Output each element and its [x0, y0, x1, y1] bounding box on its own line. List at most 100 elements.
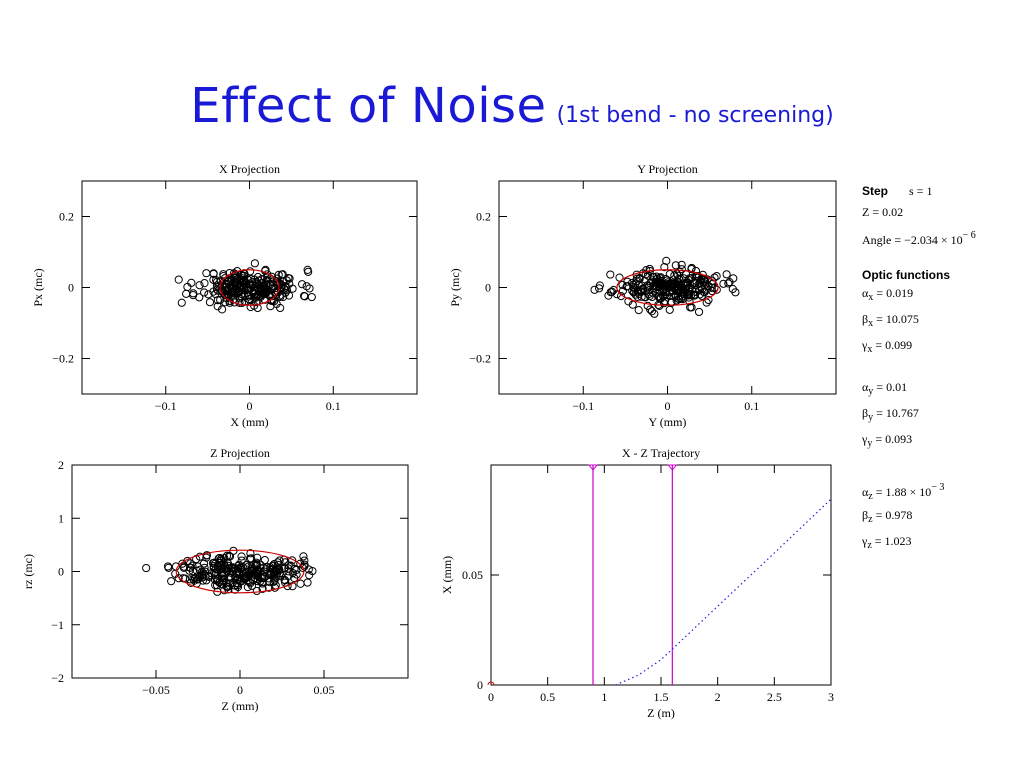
- yproj-point: [707, 283, 716, 293]
- yproj-point: [690, 290, 700, 299]
- yproj-point: [652, 272, 661, 281]
- xztraj-magnet-marker-head: [667, 464, 678, 471]
- yproj-point: [594, 284, 604, 293]
- xztraj-xtick-label: 1.5: [654, 690, 669, 704]
- yproj-point: [646, 305, 655, 314]
- zproj-point: [288, 582, 297, 591]
- zproj-point: [198, 576, 207, 585]
- yproj-point: [688, 273, 697, 282]
- zproj-point: [212, 581, 222, 590]
- xproj-point: [267, 272, 276, 281]
- xztraj-xtick-label: 2: [715, 690, 721, 704]
- yproj-point: [628, 300, 637, 309]
- beta-y-row: βy = 10.767: [862, 406, 919, 423]
- gamma-y-value: = 0.093: [875, 432, 913, 446]
- zproj-point: [258, 584, 267, 593]
- yproj-point: [645, 286, 654, 295]
- zproj-point: [264, 574, 273, 583]
- zproj-point: [260, 555, 269, 565]
- xproj-point: [250, 259, 259, 268]
- zproj-ytick-label: 2: [58, 458, 64, 472]
- xproj-point: [261, 265, 270, 274]
- xztraj-frame: [490, 464, 832, 686]
- xproj-rms-ellipse: [219, 269, 280, 306]
- zproj-point: [283, 581, 292, 591]
- zproj-ylabel: rz (mc): [21, 554, 35, 589]
- gamma-z-row: γz = 1.023: [862, 534, 912, 551]
- gamma-x-row: γx = 0.099: [862, 338, 913, 355]
- xztraj-magnet-marker-head: [587, 464, 599, 471]
- yproj-point: [687, 264, 696, 274]
- yproj-point: [671, 290, 681, 300]
- zproj-point: [267, 569, 276, 579]
- zproj-point: [217, 569, 227, 578]
- xproj-point: [263, 270, 272, 279]
- xproj-ytick-label: −0.2: [52, 352, 74, 366]
- zproj-point: [230, 565, 239, 574]
- yproj-point: [712, 285, 721, 294]
- xproj-xtick-label: −0.1: [155, 399, 177, 413]
- xproj-point: [250, 290, 259, 299]
- xproj-point: [253, 272, 263, 282]
- yproj-point: [645, 264, 654, 274]
- xproj-point: [200, 279, 209, 288]
- yproj-point: [674, 292, 683, 301]
- yproj-point: [634, 289, 644, 298]
- alpha-z-row: αz = 1.88 × 10− 3: [862, 482, 945, 502]
- xztraj-ylabel: X (mm): [440, 556, 454, 594]
- xztraj-origin-marker: [487, 681, 495, 686]
- yproj-point: [729, 274, 738, 283]
- alpha-x-value: = 0.019: [876, 286, 914, 300]
- xproj-title: X Projection: [219, 162, 280, 176]
- beta-y-value: = 10.767: [876, 406, 919, 420]
- xproj-point: [204, 290, 213, 299]
- yproj-point: [724, 279, 733, 288]
- zproj-xtick-label: 0.05: [314, 683, 335, 697]
- xproj-point: [200, 288, 209, 297]
- beta-x-value: = 10.075: [876, 312, 919, 326]
- yproj-point: [694, 307, 704, 317]
- xproj-point: [261, 285, 270, 294]
- yproj-point: [683, 278, 692, 287]
- zproj-point: [247, 581, 257, 590]
- zproj-point: [237, 552, 246, 561]
- xproj-point: [305, 284, 314, 293]
- xproj-point: [307, 292, 316, 302]
- zproj-point: [284, 564, 293, 573]
- zproj-xtick-label: −0.05: [142, 683, 170, 697]
- zproj-point: [180, 562, 189, 571]
- xproj-point: [219, 270, 228, 279]
- zproj-point: [142, 563, 151, 573]
- zproj-point: [185, 566, 194, 575]
- zproj-point: [258, 578, 267, 587]
- yproj-xtick-label: −0.1: [572, 399, 594, 413]
- yproj-ytick-label: −0.2: [469, 352, 491, 366]
- yproj-point: [618, 280, 627, 290]
- yproj-point: [590, 285, 599, 294]
- yproj-rms-ellipse: [616, 269, 719, 306]
- xztraj-ytick-label: 0: [477, 678, 483, 692]
- xproj-point: [189, 290, 198, 300]
- yproj-point: [695, 290, 705, 299]
- zproj-point: [163, 562, 173, 571]
- yproj-point: [655, 301, 664, 310]
- zproj-point: [190, 573, 200, 583]
- xproj-point: [302, 282, 311, 291]
- alpha-y-value: = 0.01: [876, 380, 908, 394]
- zproj-xlabel: Z (mm): [222, 699, 259, 713]
- yproj-point: [665, 305, 674, 314]
- zproj-point: [186, 578, 196, 587]
- yproj-point: [634, 286, 643, 295]
- zproj-point: [167, 577, 176, 586]
- xproj-point: [252, 278, 262, 287]
- zproj-point: [219, 560, 228, 569]
- z-value: Z = 0.02: [862, 205, 904, 219]
- zproj-point: [275, 556, 284, 565]
- gamma-y-row: γy = 0.093: [862, 432, 913, 449]
- yproj-point: [677, 284, 687, 293]
- zproj-point: [246, 579, 255, 588]
- yproj-point: [656, 281, 665, 290]
- xproj-point: [217, 305, 227, 314]
- angle-value: Angle = −2.034 × 10− 6: [862, 230, 976, 248]
